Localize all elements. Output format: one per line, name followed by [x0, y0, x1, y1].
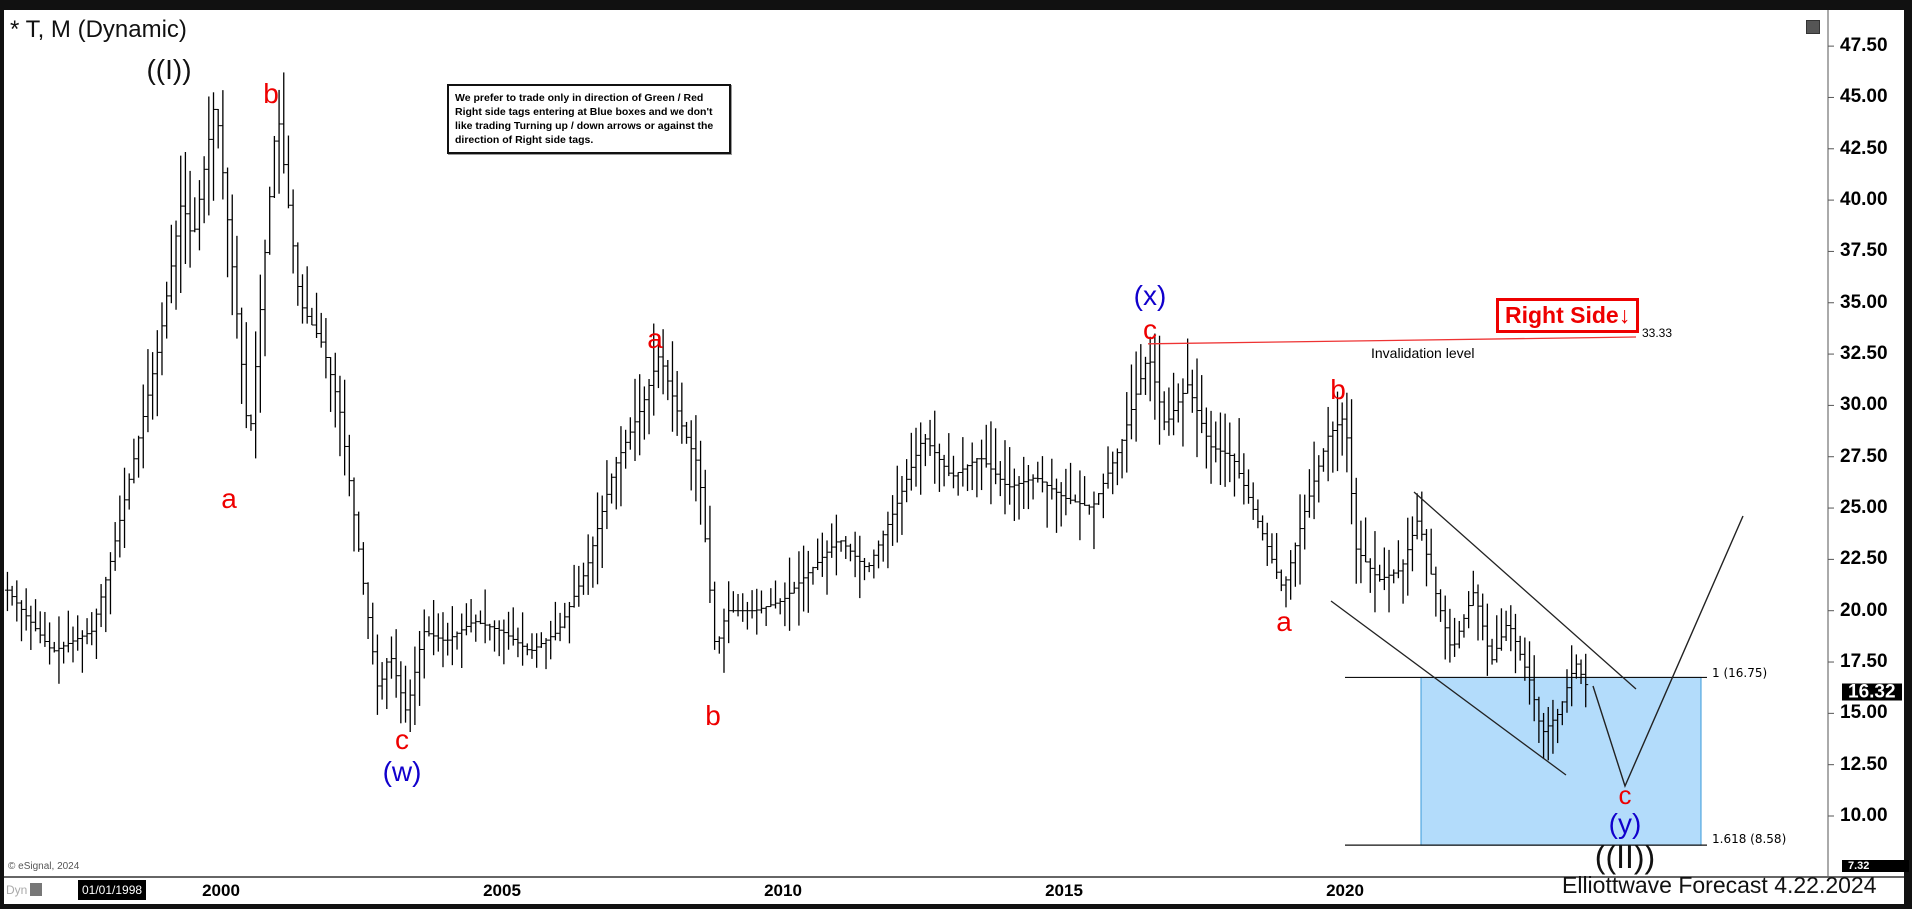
- y-tick-label: 25.00: [1840, 497, 1888, 519]
- brand-footer: Elliottwave Forecast 4.22.2024: [1562, 872, 1877, 898]
- y-tick-label: 37.50: [1840, 240, 1888, 262]
- chart-panel: * T, M (Dynamic) We prefer to trade only…: [4, 10, 1910, 904]
- y-tick-label: 12.50: [1840, 753, 1888, 775]
- x-tick-label: 2015: [1045, 881, 1083, 900]
- channel-lower-line: [1330, 600, 1567, 776]
- y-tick-label: 22.50: [1840, 548, 1888, 570]
- y-tick-label: 17.50: [1840, 651, 1888, 673]
- y-tick-label: 10.00: [1840, 805, 1888, 826]
- y-tick-label: 32.50: [1840, 343, 1888, 365]
- blue-box: [1420, 676, 1702, 846]
- x-tick-label: 2000: [202, 881, 240, 900]
- wave-label: a: [647, 323, 663, 354]
- wave-label: c: [395, 724, 409, 755]
- y-tick-label: 15.00: [1840, 702, 1888, 724]
- dyn-label[interactable]: Dyn: [6, 883, 28, 897]
- invalidation-value: 33.33: [1642, 326, 1673, 340]
- last-price-tag: 16.32: [1842, 683, 1902, 702]
- invalidation-line: [1147, 336, 1637, 345]
- axis-low-tag: 7.32: [1842, 860, 1910, 872]
- x-tick-label: 2005: [483, 881, 521, 900]
- wave-label: ((II)): [1594, 839, 1656, 875]
- chart-title: * T, M (Dynamic): [10, 16, 187, 43]
- y-tick-label: 47.50: [1840, 35, 1888, 57]
- y-tick-label: 42.50: [1840, 137, 1888, 159]
- fib-label-1618: 1.618 (8.58): [1712, 832, 1787, 846]
- lock-icon[interactable]: [30, 883, 42, 896]
- copyright: © eSignal, 2024: [8, 861, 80, 872]
- y-tick-label: 30.00: [1840, 394, 1888, 416]
- wave-label: a: [1276, 606, 1292, 637]
- trading-note: We prefer to trade only in direction of …: [447, 84, 731, 154]
- window-restore-icon[interactable]: [1806, 20, 1820, 34]
- y-tick-label: 45.00: [1840, 86, 1888, 108]
- wave-label: b: [705, 700, 721, 731]
- wave-label: b: [263, 78, 279, 109]
- channel-upper-line: [1413, 491, 1637, 690]
- wave-label: ((I)): [146, 54, 192, 85]
- wave-label: (w): [382, 756, 422, 787]
- projection-path: [1592, 515, 1744, 788]
- invalidation-label: Invalidation level: [1371, 345, 1475, 361]
- y-tick-label: 40.00: [1840, 189, 1888, 211]
- y-tick-label: 20.00: [1840, 599, 1888, 621]
- start-date: 01/01/1998: [78, 880, 147, 900]
- wave-label: c: [1143, 314, 1157, 345]
- y-tick-label: 35.00: [1840, 291, 1888, 313]
- price-chart[interactable]: [4, 10, 1904, 902]
- time-axis[interactable]: [4, 876, 1904, 904]
- arrow-down-icon: ↓: [1618, 302, 1631, 328]
- x-tick-label: 2020: [1326, 881, 1364, 900]
- right-side-tag: Right Side↓: [1496, 298, 1640, 333]
- wave-label: b: [1330, 374, 1346, 405]
- wave-label: (x): [1133, 280, 1167, 311]
- right-side-label: Right Side: [1505, 302, 1619, 328]
- wave-label: a: [221, 483, 237, 514]
- x-tick-label: 2010: [764, 881, 802, 900]
- fib-label-1: 1 (16.75): [1712, 666, 1768, 680]
- y-tick-label: 27.50: [1840, 445, 1888, 467]
- wave-label: c: [1618, 780, 1632, 810]
- wave-label: (y): [1608, 808, 1642, 839]
